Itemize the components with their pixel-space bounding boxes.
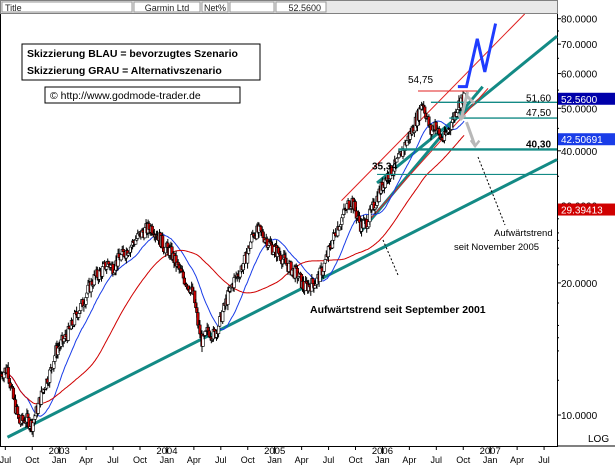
x-tick-label: Jul [431, 455, 443, 465]
x-tick-label: Jan [483, 455, 498, 465]
y-tick-label: 70.0000 [561, 40, 598, 51]
candle-body [77, 313, 81, 318]
candle-body [437, 128, 441, 135]
candle-body [36, 402, 40, 414]
header-blank-box [229, 1, 275, 13]
x-axis: Jul Oct Jan Apr Jul Oct Jan Apr Jul Oct Jan Apr Jul O… [0, 446, 550, 465]
x-tick-label: Oct [25, 455, 40, 465]
x-year-label: 2006 [372, 446, 393, 457]
price-badge [558, 92, 615, 105]
price-badge [558, 133, 615, 146]
header-title-box [1, 1, 133, 13]
x-tick-label: Jul [215, 455, 227, 465]
candle-body [313, 285, 317, 289]
legend-line-grey: Skizzierung GRAU = Alternativszenario [27, 65, 222, 77]
x-year-label: 2007 [480, 446, 501, 457]
trend-short-label-1: Aufwärtstrend [494, 228, 553, 239]
x-tick-label: Jul [538, 455, 550, 465]
x-tick-label: Oct [348, 455, 363, 465]
level-label-54-75: 54,75 [408, 75, 433, 86]
header-last-value: 52.5600 [288, 3, 321, 13]
header-instrument: Garmin Ltd [145, 3, 190, 13]
y-tick-label: 60.0000 [561, 70, 598, 81]
x-year-label: 2005 [264, 446, 285, 457]
candle-body [161, 235, 165, 249]
x-tick-label: Apr [510, 455, 524, 465]
header-value-box [275, 1, 327, 13]
axis-corner-label: LOG [588, 434, 609, 445]
x-tick-label: Apr [187, 455, 201, 465]
x-tick-label: Jan [160, 455, 175, 465]
y-tick-label: 50.0000 [561, 104, 598, 115]
header-title-label: Title [5, 3, 22, 13]
price-badge-label: 52.5600 [561, 95, 598, 106]
price-badge-label: 42.50691 [561, 135, 603, 146]
candle-body [33, 415, 37, 420]
price-badge-label: 29.39413 [561, 206, 603, 217]
annotations: Aufwärtstrend seit September 2001 Aufwär… [310, 228, 553, 316]
trend-long-label: Aufwärtstrend seit September 2001 [310, 304, 486, 316]
trendline-upper [376, 34, 558, 185]
legend-box [21, 43, 261, 81]
candle-body [417, 107, 422, 121]
x-tick-label: Oct [456, 455, 471, 465]
header-bar: Title Garmin Ltd Net% 52.5600 [0, 0, 558, 14]
level-label-40-30: 40,30 [526, 139, 551, 150]
scenario-blue [457, 23, 498, 89]
x-tick-label: Apr [79, 455, 93, 465]
candle-body [311, 278, 315, 285]
candle-body [105, 266, 109, 270]
x-tick-label: Oct [241, 455, 256, 465]
x-tick-label: Jul [107, 455, 119, 465]
candle-body [15, 406, 20, 415]
x-tick-label: Jul [0, 455, 11, 465]
trendline-long [6, 158, 558, 439]
header-unit-box [201, 1, 229, 13]
level-label-47-50: 47,50 [526, 108, 551, 119]
y-tick-label: 80.0000 [561, 15, 598, 26]
pointer-short [477, 156, 506, 226]
candle-body [100, 266, 105, 277]
candle-body [48, 369, 52, 383]
candle-body [216, 325, 221, 334]
y-tick-label: 10.0000 [561, 411, 598, 422]
scenario-grey-2 [465, 94, 476, 105]
x-tick-label: Oct [133, 455, 148, 465]
candle-body [226, 290, 230, 305]
x-tick-label: Jan [267, 455, 282, 465]
scenario-sketches [382, 23, 506, 276]
trend-short-label-2: seit November 2005 [454, 242, 539, 253]
y-axis: 80.000070.000060.000050.000040.000030.00… [557, 15, 615, 445]
header-instrument-box [133, 1, 201, 13]
y-tick-label: 20.0000 [561, 279, 598, 290]
x-tick-label: Jan [375, 455, 390, 465]
header-unit: Net% [204, 3, 226, 13]
level-label-35-34: 35,34 [372, 161, 397, 172]
scenario-grey-arrow-3 [469, 139, 481, 149]
x-year-label: 2003 [49, 446, 70, 457]
candle-body [221, 310, 225, 322]
moving-average-short [0, 120, 465, 417]
x-tick-label: Apr [402, 455, 416, 465]
copyright-text: © http://www.godmode-trader.de [50, 90, 201, 102]
legend-line-blue: Skizzierung BLAU = bevorzugtes Szenario [27, 48, 238, 60]
x-tick-label: Apr [295, 455, 309, 465]
level-lines: 54,75 51,60 47,50 40,30 35,34 [372, 75, 557, 176]
channel-upper [341, 13, 526, 201]
x-tick-label: Jul [323, 455, 335, 465]
candle-body [322, 262, 326, 272]
copyright-box [44, 86, 241, 104]
scenario-grey-arrow-1 [456, 113, 467, 122]
y-tick-label: 40.0000 [561, 147, 598, 158]
candles [0, 91, 466, 438]
x-tick-label: Jan [52, 455, 67, 465]
channel-lower [360, 88, 489, 230]
candle-body [17, 414, 21, 419]
price-badge [558, 203, 615, 216]
level-label-51-60: 51,60 [526, 93, 551, 104]
legend: Skizzierung BLAU = bevorzugtes Szenario … [21, 43, 261, 104]
x-year-label: 2004 [156, 446, 177, 457]
